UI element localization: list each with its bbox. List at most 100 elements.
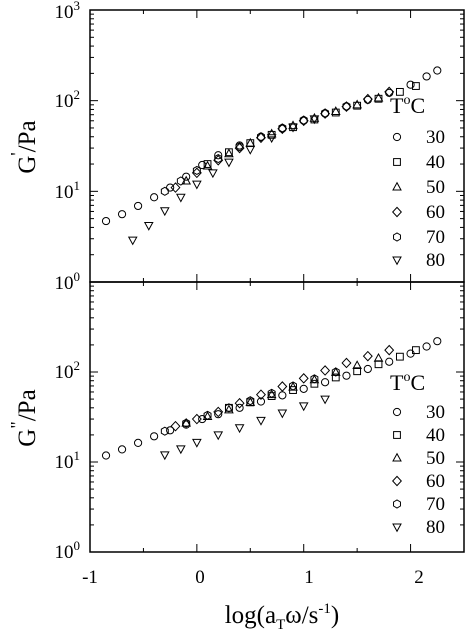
bottom-point-series-80 xyxy=(213,431,224,441)
bottom-point-series-30 xyxy=(256,397,266,406)
top-point-series-60 xyxy=(320,108,331,119)
bottom-point-series-30 xyxy=(150,432,159,441)
bottom-point-series-40 xyxy=(374,360,383,369)
bottom-point-series-70 xyxy=(160,426,169,436)
bottom-point-series-40 xyxy=(395,352,404,361)
bottom-legend-marker xyxy=(392,475,402,487)
x-tick-label: 1 xyxy=(304,567,314,588)
top-y-tick-labels: 100 101 102 103 xyxy=(55,0,81,294)
bottom-point-series-30 xyxy=(278,391,287,400)
top-legend-marker xyxy=(393,158,401,166)
top-point-series-30 xyxy=(150,193,159,202)
top-point-series-80 xyxy=(208,169,218,179)
top-point-series-50 xyxy=(309,112,320,122)
bottom-point-series-40 xyxy=(412,346,420,355)
top-point-series-60 xyxy=(384,86,395,98)
bottom-point-series-30 xyxy=(166,426,175,435)
bottom-point-series-80 xyxy=(192,438,202,448)
bottom-point-series-70 xyxy=(182,418,191,428)
top-y-tick-label-2: 102 xyxy=(55,87,81,112)
top-point-series-60 xyxy=(298,115,309,127)
top-point-series-60 xyxy=(362,93,373,105)
top-point-series-60 xyxy=(191,167,202,179)
bottom-point-series-60 xyxy=(170,420,181,432)
bottom-legend-label: 40 xyxy=(426,425,445,446)
bottom-point-series-30 xyxy=(385,357,394,366)
top-point-series-30 xyxy=(433,66,442,75)
top-y-tick-label-3: 103 xyxy=(55,0,81,23)
top-point-series-30 xyxy=(406,80,415,89)
top-point-series-70 xyxy=(176,176,185,186)
top-legend-label: 80 xyxy=(426,250,445,271)
bottom-point-series-80 xyxy=(298,402,309,412)
top-point-series-50 xyxy=(202,160,213,170)
top-point-series-80 xyxy=(192,180,202,190)
bottom-point-series-80 xyxy=(159,451,170,461)
top-point-series-30 xyxy=(214,151,223,160)
bottom-point-series-30 xyxy=(422,342,431,351)
top-point-series-30 xyxy=(182,172,191,181)
x-tick-label: 2 xyxy=(414,567,424,588)
axis-ticks xyxy=(89,10,465,552)
top-point-series-60 xyxy=(277,123,288,135)
top-point-series-80 xyxy=(309,115,320,125)
top-point-series-50 xyxy=(224,148,234,158)
top-point-series-70 xyxy=(321,108,330,118)
x-tick-label: 0 xyxy=(195,567,205,588)
bottom-point-series-80 xyxy=(320,395,330,405)
bottom-point-series-70 xyxy=(289,381,297,391)
top-point-series-30 xyxy=(133,201,143,211)
top-legend-label: 60 xyxy=(426,202,445,223)
top-point-series-80 xyxy=(288,123,298,133)
bottom-legend-marker xyxy=(392,452,402,462)
top-y-axis-label: G'/Pa xyxy=(7,120,41,173)
bottom-y-tick-labels: 100 101 102 xyxy=(55,358,81,563)
top-point-series-30 xyxy=(101,216,111,226)
top-point-series-80 xyxy=(245,145,256,155)
top-point-series-80 xyxy=(175,193,186,203)
top-y-tick-label-0: 100 xyxy=(55,269,81,294)
bottom-point-series-60 xyxy=(234,397,245,409)
bottom-point-series-30 xyxy=(117,445,127,454)
bottom-legend-label: 50 xyxy=(426,448,445,469)
top-point-series-80 xyxy=(127,236,138,246)
top-legend-markers xyxy=(392,132,402,266)
x-axis-label: log(aTω/s-1) xyxy=(225,601,340,633)
top-legend-label: 40 xyxy=(426,152,445,173)
top-point-series-80 xyxy=(159,207,170,217)
bottom-point-series-80 xyxy=(256,416,266,426)
bottom-point-series-50 xyxy=(352,360,362,370)
top-legend-marker xyxy=(393,232,401,242)
bottom-point-series-30 xyxy=(342,371,351,380)
top-legend-marker xyxy=(392,181,402,191)
bottom-y-tick-label-1: 101 xyxy=(55,448,81,473)
top-point-series-30 xyxy=(166,183,175,192)
top-point-series-50 xyxy=(288,120,298,130)
bottom-point-series-50 xyxy=(224,404,234,414)
bottom-point-series-40 xyxy=(353,367,362,376)
bottom-point-series-60 xyxy=(362,350,373,362)
top-point-series-40 xyxy=(412,82,420,90)
top-legend-marker xyxy=(392,132,402,142)
top-point-series-40 xyxy=(395,87,404,96)
bottom-point-series-60 xyxy=(298,373,309,384)
top-point-series-70 xyxy=(299,115,308,125)
top-point-series-70 xyxy=(160,186,169,196)
bottom-legend-label: 80 xyxy=(426,517,445,538)
bottom-point-series-80 xyxy=(175,445,186,455)
bottom-point-series-40 xyxy=(310,379,319,388)
bottom-point-series-30 xyxy=(133,438,143,448)
top-legend: 30 40 50 60 70 80 xyxy=(392,127,445,271)
top-point-series-60 xyxy=(255,132,266,144)
top-legend-label: 50 xyxy=(426,177,445,198)
bottom-point-series-70 xyxy=(246,396,255,406)
top-legend-marker xyxy=(392,256,402,266)
bottom-legend-label: 30 xyxy=(426,402,445,423)
top-point-series-30 xyxy=(422,72,431,81)
bottom-y-axis-label: G"/Pa xyxy=(7,389,41,446)
top-point-series-70 xyxy=(342,101,351,111)
top-point-series-60 xyxy=(234,142,245,154)
bottom-legend-label: 70 xyxy=(426,494,445,515)
bottom-point-series-60 xyxy=(191,413,202,425)
